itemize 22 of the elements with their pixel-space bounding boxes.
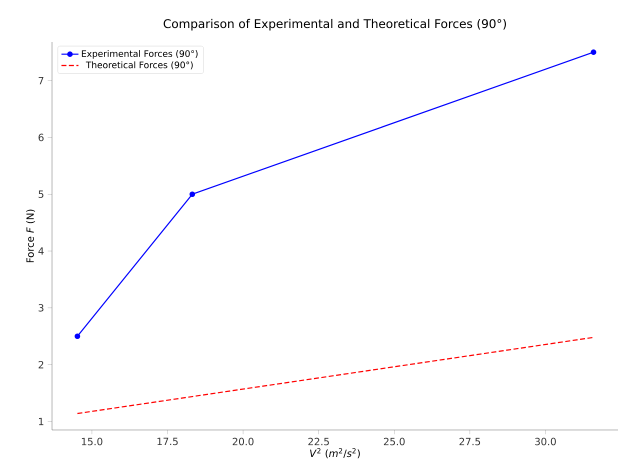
y-tick-label: 2 [38,360,44,368]
y-tick-label: 3 [38,304,44,312]
x-tick-label: 25.0 [384,438,405,446]
point [590,49,596,56]
y-tick-label: 1 [38,418,44,426]
legend-label: Experimental Forces (90°) [82,50,198,59]
y-tick-label: 7 [38,76,44,84]
chart-title: Comparison of Experimental and Theoretical Forces (90°) [164,18,506,30]
legend-label: Theoretical Forces (90°) [86,61,193,70]
x-tick-label: 20.0 [232,438,254,446]
y-tick-label: 6 [38,134,44,142]
x-tick-label: 22.5 [308,438,329,446]
y-axis-title: Force F (N) [26,210,36,262]
x-tick-label: 27.5 [460,438,480,446]
y-tick-label: 4 [38,247,44,255]
text: V$^{2}$ (m$^{2}$/s$^{2}$) [310,448,360,458]
x-tick-label: 17.5 [158,438,178,446]
point [74,333,80,340]
point [190,191,196,198]
y-tick-label: 5 [38,190,44,198]
x-tick-label: 30.0 [535,438,556,446]
x-tick-label: 15.0 [82,438,102,446]
